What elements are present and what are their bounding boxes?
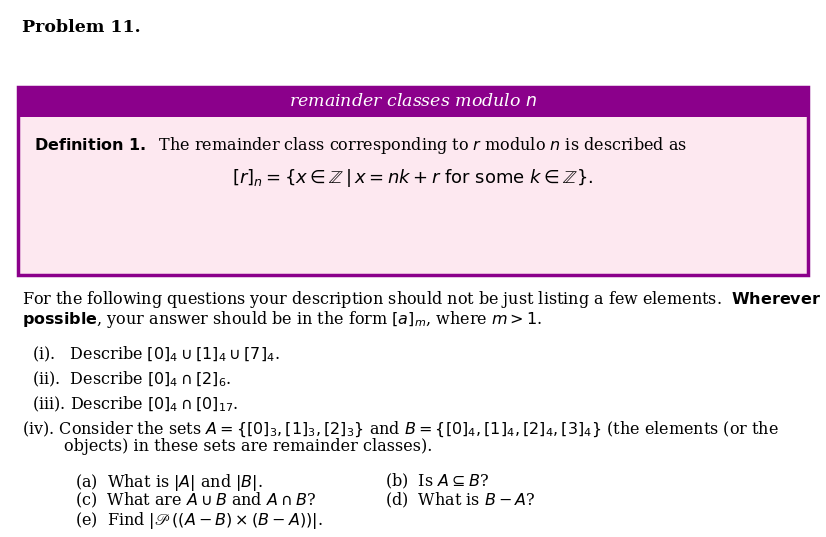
Text: (e)  Find $|\mathscr{P}\,((A-B) \times (B-A))|$.: (e) Find $|\mathscr{P}\,((A-B) \times (B…	[75, 510, 323, 531]
Text: (ii).  Describe $[0]_4 \cap [2]_6$.: (ii). Describe $[0]_4 \cap [2]_6$.	[32, 370, 231, 389]
Text: $\bf{Definition\ 1.}$  The remainder class corresponding to $r$ modulo $n$ is de: $\bf{Definition\ 1.}$ The remainder clas…	[34, 135, 687, 156]
Text: (d)  What is $B - A$?: (d) What is $B - A$?	[385, 491, 535, 510]
Text: objects) in these sets are remainder classes).: objects) in these sets are remainder cla…	[64, 438, 432, 455]
Text: $[r]_n = \{x \in \mathbb{Z}\,|\,x = nk + r\ \mathrm{for\ some}\ k \in \mathbb{Z}: $[r]_n = \{x \in \mathbb{Z}\,|\,x = nk +…	[232, 167, 594, 189]
Text: (i).   Describe $[0]_4 \cup [1]_4 \cup [7]_4$.: (i). Describe $[0]_4 \cup [1]_4 \cup [7]…	[32, 345, 280, 365]
Text: $\mathbf{possible}$, your answer should be in the form $[a]_m$, where $m > 1$.: $\mathbf{possible}$, your answer should …	[22, 309, 542, 330]
Text: (iii). Describe $[0]_4 \cap [0]_{17}$.: (iii). Describe $[0]_4 \cap [0]_{17}$.	[32, 395, 239, 415]
Bar	[18, 87, 808, 275]
Text: (b)  Is $A \subseteq B$?: (b) Is $A \subseteq B$?	[385, 472, 489, 491]
Bar	[18, 117, 808, 275]
Bar	[18, 87, 808, 117]
Text: (a)  What is $|A|$ and $|B|$.: (a) What is $|A|$ and $|B|$.	[75, 472, 263, 493]
Text: Problem 11.: Problem 11.	[22, 19, 140, 36]
Text: remainder classes modulo $n$: remainder classes modulo $n$	[289, 93, 537, 111]
Text: (iv). Consider the sets $A = \{[0]_3, [1]_3, [2]_3\}$ and $B = \{[0]_4, [1]_4, [: (iv). Consider the sets $A = \{[0]_3, [1…	[22, 420, 779, 439]
Text: For the following questions your description should not be just listing a few el: For the following questions your descrip…	[22, 289, 821, 310]
Text: (c)  What are $A \cup B$ and $A \cap B$?: (c) What are $A \cup B$ and $A \cap B$?	[75, 491, 316, 510]
